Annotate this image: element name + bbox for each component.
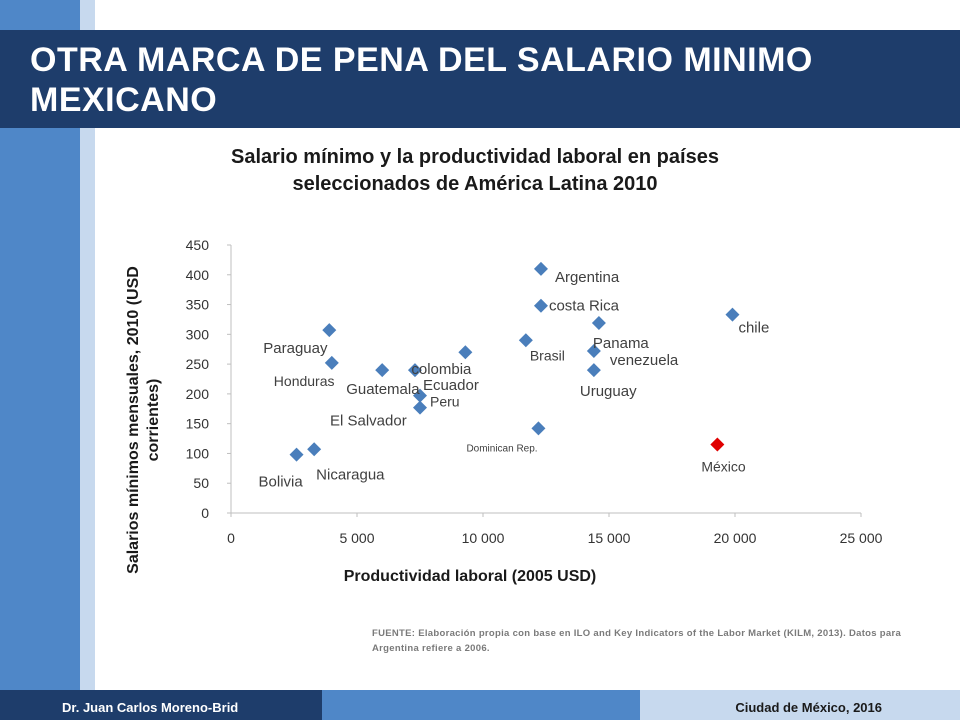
data-point-dominican-rep-	[531, 421, 546, 436]
y-tick-label: 100	[186, 445, 210, 461]
data-point-panama	[591, 316, 606, 331]
x-axis-label: Productividad laboral (2005 USD)	[343, 568, 597, 585]
point-label: Honduras	[274, 373, 335, 389]
data-point-bolivia	[289, 447, 304, 462]
chart-point-labels: Argentina costa Rica Panama chile Paraguay Br…	[259, 269, 770, 491]
y-tick-label: 300	[186, 326, 210, 342]
point-label: Brasil	[530, 347, 565, 363]
y-tick-label: 450	[186, 237, 210, 253]
left-accent-bar-light	[80, 0, 95, 700]
point-label: Nicaragua	[316, 466, 385, 483]
point-label: Guatemala	[346, 381, 420, 398]
data-point-m-xico	[710, 437, 725, 452]
point-label: Paraguay	[263, 340, 328, 357]
x-tick-label: 15 000	[588, 530, 631, 546]
slide-title: OTRA MARCA DE PENA DEL SALARIO MINIMO ME…	[30, 41, 813, 119]
point-label: costa Rica	[549, 298, 620, 315]
footer-bar-light	[640, 690, 960, 720]
x-tick-label: 20 000	[714, 530, 757, 546]
point-label: Peru	[430, 394, 460, 410]
data-point-brasil	[518, 333, 533, 348]
x-tick-label: 0	[227, 530, 235, 546]
chart-axes	[230, 245, 861, 514]
data-point-venezuela	[586, 344, 601, 359]
x-tick-label: 25 000	[840, 530, 883, 546]
chart-title: Salario mínimo y la productividad labora…	[231, 146, 719, 195]
data-point-guatemala	[375, 363, 390, 378]
footer-bar-blue	[322, 690, 640, 720]
x-tick-label: 10 000	[462, 530, 505, 546]
data-point-paraguay	[322, 323, 337, 338]
point-label: México	[701, 459, 746, 475]
data-point-nicaragua	[307, 442, 322, 457]
point-label: Bolivia	[259, 474, 304, 491]
point-label: El Salvador	[330, 413, 407, 430]
point-label: venezuela	[610, 352, 679, 369]
y-tick-label: 200	[186, 386, 210, 402]
y-tick-label: 350	[186, 297, 210, 313]
point-label: Panama	[593, 335, 650, 352]
source-note: FUENTE: Elaboración propia con base en I…	[372, 628, 902, 654]
y-tick-label: 150	[186, 416, 210, 432]
data-point-colombia	[458, 345, 473, 360]
y-tick-label: 400	[186, 267, 210, 283]
y-tick-label: 250	[186, 356, 210, 372]
title-bar	[0, 30, 960, 128]
point-label: Uruguay	[580, 383, 637, 400]
y-tick-label: 50	[193, 475, 209, 491]
footer-location-date: Ciudad de México, 2016	[735, 700, 882, 715]
chart-ticks: 0 50 100 150 200 250 300 350 400 450 0 5 000 10 000 1…	[186, 237, 883, 546]
data-point-chile	[725, 307, 740, 322]
point-label: chile	[738, 320, 769, 337]
data-point-ecuador	[407, 363, 422, 378]
y-tick-label: 0	[201, 505, 209, 521]
data-point-uruguay	[586, 363, 601, 378]
data-point-honduras	[324, 355, 339, 370]
x-tick-label: 5 000	[339, 530, 374, 546]
point-label: Dominican Rep.	[466, 443, 537, 454]
footer-author: Dr. Juan Carlos Moreno-Brid	[62, 700, 239, 715]
point-label: Ecuador	[423, 377, 479, 394]
point-label: colombia	[411, 361, 472, 378]
data-point-el-salvador	[413, 400, 427, 415]
chart-points	[289, 261, 740, 462]
data-point-peru	[413, 388, 427, 403]
data-point-costa-rica	[533, 298, 548, 313]
data-point-argentina	[533, 261, 548, 276]
point-label: Argentina	[555, 269, 620, 286]
footer-bar-dark	[0, 690, 322, 720]
